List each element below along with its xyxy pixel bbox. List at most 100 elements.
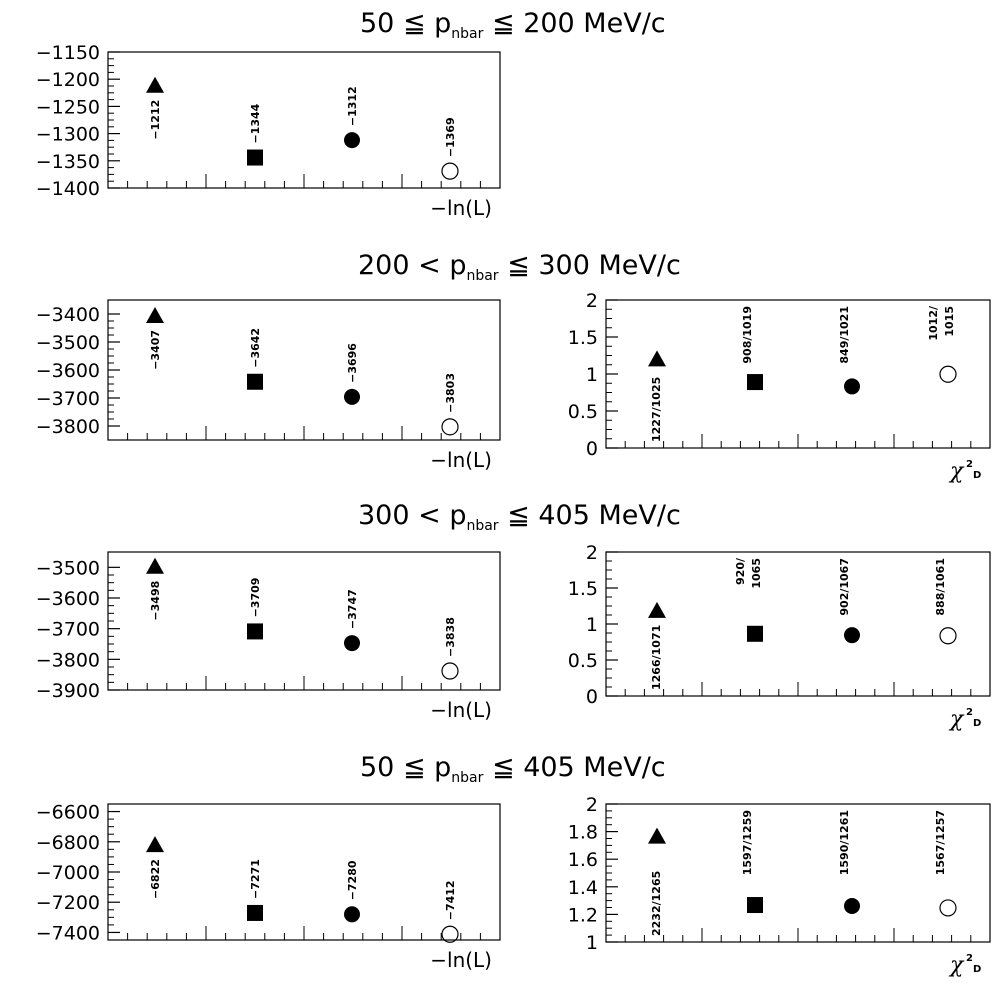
x-axis-label-sup: 2 — [966, 953, 973, 964]
data-label: 908/1019 — [741, 306, 754, 364]
marker-square — [747, 897, 763, 914]
y-tick-label: 1 — [586, 932, 598, 954]
marker-triangle — [648, 601, 666, 618]
marker-circle-open — [441, 162, 459, 180]
y-tick-label: 0 — [586, 438, 598, 460]
data-label: −3498 — [149, 581, 162, 621]
marker-triangle — [146, 306, 164, 323]
marker-square — [747, 374, 763, 391]
x-axis-label-sup: 2 — [966, 707, 973, 718]
y-tick-label: 1.8 — [568, 822, 598, 844]
x-axis-label: −ln(L) — [430, 448, 492, 472]
plot-frame — [107, 551, 501, 691]
marker-circle-open — [441, 418, 459, 436]
x-axis-label: χ — [948, 953, 965, 978]
marker-circle-open — [441, 925, 459, 943]
data-label: −3747 — [346, 589, 359, 629]
y-tick-label: −3800 — [36, 649, 100, 671]
y-tick-label: −3600 — [36, 588, 100, 610]
y-tick-label: 1.5 — [568, 578, 598, 600]
data-label: 1012/ — [927, 305, 940, 341]
marker-circle-open — [939, 365, 957, 383]
y-tick-label: −3700 — [36, 388, 100, 410]
y-tick-label: 1.2 — [568, 904, 598, 926]
data-label: 2232/1265 — [650, 871, 663, 936]
panel-row1-left: −1400 −1350 −1300 −1250 −1200 −1150 −ln(L) −121… — [36, 42, 501, 220]
marker-circle-filled — [844, 378, 860, 395]
panel-row3-left: −3900 −3800 −3700 −3600 −3500 −ln(L) −3498 −370… — [36, 551, 501, 722]
x-axis-label-sub: D — [973, 964, 981, 975]
marker-triangle — [648, 827, 666, 844]
marker-square — [247, 904, 263, 921]
y-tick-label: −6800 — [36, 832, 100, 854]
data-label: 1567/1257 — [934, 810, 947, 875]
marker-circle-filled — [844, 627, 860, 644]
y-tick-label: 0 — [586, 686, 598, 708]
x-axis-label-sub: D — [973, 718, 981, 729]
data-label: 1065 — [750, 558, 763, 589]
data-label: −3838 — [444, 617, 457, 657]
y-tick-label: −1250 — [36, 96, 100, 118]
plot-frame — [107, 803, 501, 941]
x-axis-label: χ — [948, 707, 965, 732]
data-label: −6822 — [149, 859, 162, 899]
x-axis-label: −ln(L) — [430, 698, 492, 722]
y-tick-label: −7400 — [36, 922, 100, 944]
marker-circle-filled — [344, 635, 360, 652]
data-label: 1590/1261 — [838, 810, 851, 875]
marker-square — [247, 623, 263, 640]
panel-row4-left: −7400 −7200 −7000 −6800 −6600 −ln(L) −6822 −727… — [36, 802, 501, 972]
y-tick-label: −1200 — [36, 69, 100, 91]
panel-row2-left: −3800 −3700 −3600 −3500 −3400 −ln(L) −3407 −364… — [36, 299, 501, 472]
x-axis-label: χ — [948, 459, 965, 484]
data-label: 1227/1025 — [650, 377, 663, 442]
data-label: 902/1067 — [838, 558, 851, 616]
x-axis-label: −ln(L) — [430, 948, 492, 972]
plot-frame — [107, 51, 501, 189]
panels-group: −1400 −1350 −1300 −1250 −1200 −1150 −ln(L) −121… — [36, 42, 991, 978]
y-tick-label: 1.6 — [568, 849, 598, 871]
row-title-4: 50 ≦ pnbar ≦ 405 MeV/c — [360, 752, 666, 786]
plot-frame — [605, 803, 991, 943]
x-axis-label-sub: D — [973, 470, 981, 481]
data-label: −3407 — [149, 330, 162, 370]
y-tick-label: 2 — [586, 290, 598, 312]
data-label: −7271 — [249, 859, 262, 899]
data-label: −7280 — [346, 860, 359, 900]
data-label: −3696 — [346, 343, 359, 383]
row-title-1: 50 ≦ pnbar ≦ 200 MeV/c — [360, 8, 666, 42]
y-tick-label: −1400 — [36, 178, 100, 200]
y-tick-label: 2 — [586, 542, 598, 564]
plot-frame — [107, 299, 501, 441]
y-tick-label: 2 — [586, 794, 598, 816]
plot-frame — [605, 551, 991, 697]
marker-triangle — [146, 557, 164, 574]
marker-circle-open — [939, 899, 957, 917]
data-label: −3709 — [249, 578, 262, 618]
marker-circle-filled — [844, 897, 860, 914]
y-tick-label: −7000 — [36, 862, 100, 884]
y-tick-label: −1150 — [36, 42, 100, 64]
y-tick-label: −1350 — [36, 151, 100, 173]
data-label: −1344 — [249, 103, 262, 143]
data-label: −1212 — [149, 100, 162, 140]
marker-square — [747, 625, 763, 642]
y-tick-label: 0.5 — [568, 401, 598, 423]
marker-square — [247, 149, 263, 166]
y-tick-label: 1.4 — [568, 877, 598, 899]
marker-circle-filled — [344, 132, 360, 149]
data-label: −1312 — [346, 86, 359, 126]
data-label: 888/1061 — [934, 558, 947, 616]
y-tick-label: 1 — [586, 614, 598, 636]
y-tick-label: −3500 — [36, 557, 100, 579]
y-tick-label: −3700 — [36, 619, 100, 641]
marker-circle-filled — [344, 906, 360, 923]
y-tick-label: −3400 — [36, 304, 100, 326]
row-title-3: 300 < pnbar ≦ 405 MeV/c — [358, 500, 681, 534]
y-tick-label: −3800 — [36, 416, 100, 438]
data-label: 1266/1071 — [650, 625, 663, 690]
